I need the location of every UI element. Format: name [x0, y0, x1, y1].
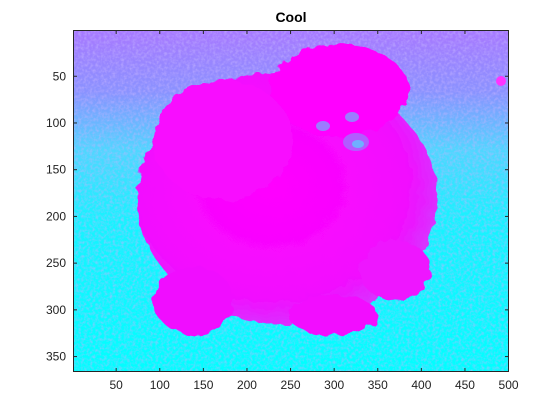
bright-spot [496, 76, 506, 86]
image-axes [73, 30, 509, 372]
x-tick-label: 400 [411, 378, 431, 392]
y-tick-label: 200 [46, 209, 66, 223]
image-canvas [73, 30, 509, 372]
y-tick-label: 300 [46, 303, 66, 317]
x-tick-label: 500 [499, 378, 519, 392]
x-tick-label: 50 [109, 378, 123, 392]
x-tick-label: 450 [455, 378, 475, 392]
y-tick-label: 100 [46, 116, 66, 130]
y-tick-label: 50 [53, 69, 67, 83]
x-tick-label: 150 [193, 378, 213, 392]
x-tick-label: 350 [368, 378, 388, 392]
x-tick-label: 200 [237, 378, 257, 392]
y-tick-label: 150 [46, 163, 66, 177]
plot-title: Cool [275, 9, 307, 25]
y-tick-label: 250 [46, 256, 66, 270]
x-tick-label: 250 [281, 378, 301, 392]
dog-face [316, 112, 369, 151]
tick-marks [73, 30, 509, 372]
y-tick-label: 350 [46, 350, 66, 364]
x-tick-label: 100 [150, 378, 170, 392]
x-tick-label: 300 [324, 378, 344, 392]
